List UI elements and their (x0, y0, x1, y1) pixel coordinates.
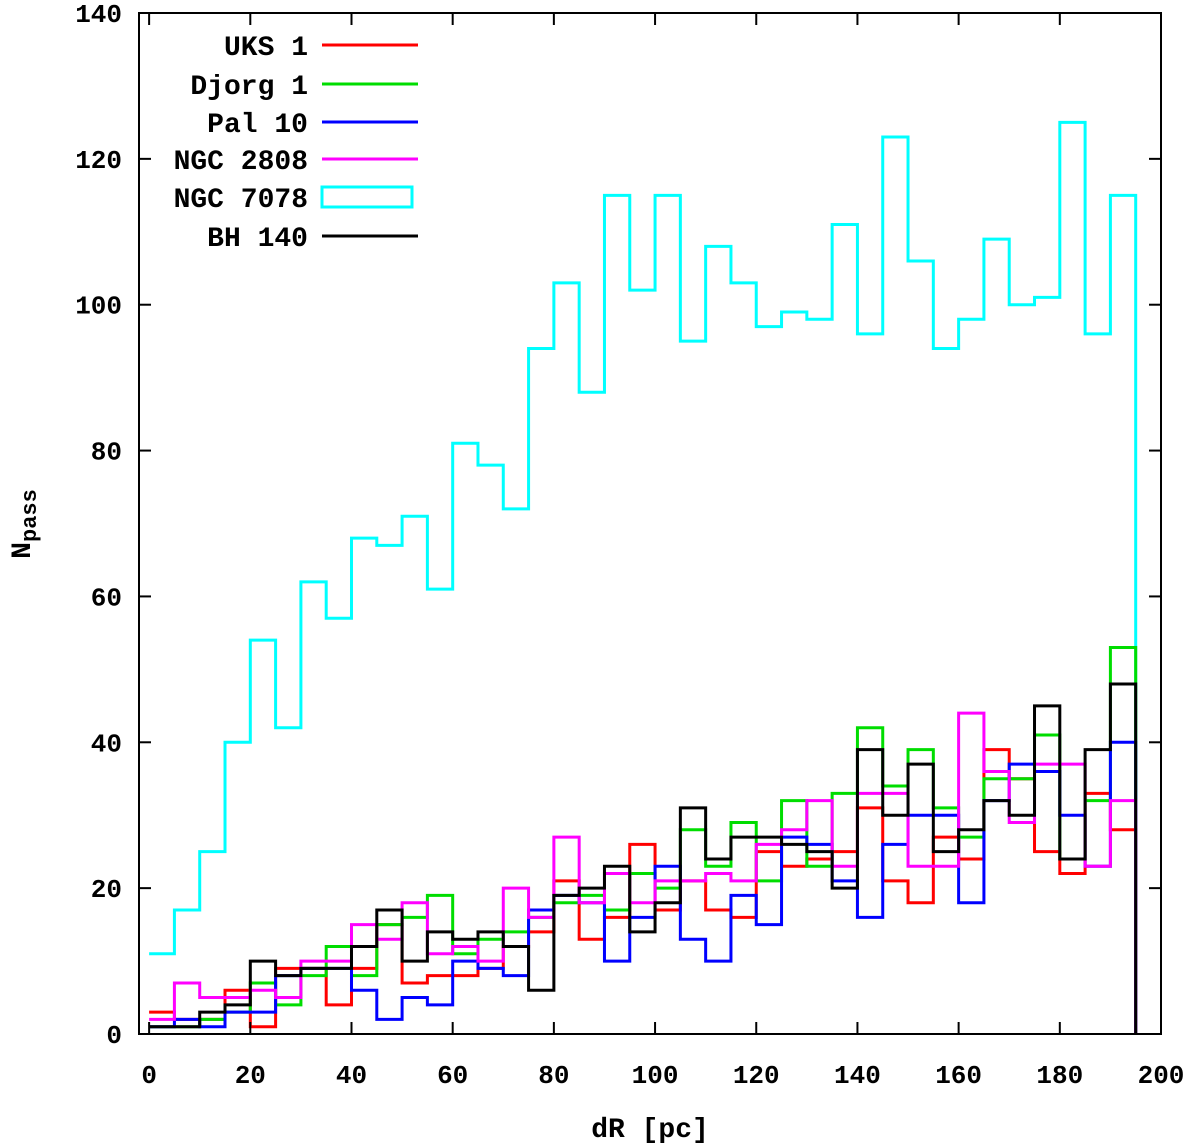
series-layer (149, 120, 1138, 1034)
y-axis-title-main: N (8, 542, 39, 559)
plot-frame (138, 12, 1162, 1035)
x-tick-label-1: 20 (235, 1061, 266, 1091)
y-axis-title: Npass (8, 489, 43, 559)
x-tick-label-5: 100 (632, 1061, 679, 1091)
x-tick-label-7: 140 (834, 1061, 881, 1091)
x-tick-label-9: 180 (1036, 1061, 1083, 1091)
legend-label-bh-140: BH 140 (207, 224, 308, 255)
x-tick-label-6: 120 (733, 1061, 780, 1091)
legend-label-pal-10: Pal 10 (207, 110, 308, 141)
legend-swatch-ngc-7078 (320, 185, 414, 209)
series-line-ngc-7078 (149, 120, 1138, 1034)
legend-label-uks-1: UKS 1 (224, 33, 308, 64)
y-tick-label-6: 120 (75, 146, 122, 176)
y-tick-label-1: 20 (91, 875, 122, 905)
x-tick-label-4: 80 (538, 1061, 569, 1091)
y-tick-label-3: 60 (91, 583, 122, 613)
y-axis-title-subscript: pass (18, 489, 43, 542)
x-tick-label-3: 60 (437, 1061, 468, 1091)
x-tick-label-8: 160 (935, 1061, 982, 1091)
y-tick-label-5: 100 (75, 292, 122, 322)
x-axis-title: dR [pc] (591, 1115, 709, 1146)
y-tick-label-4: 80 (91, 438, 122, 468)
legend-label-ngc-7078: NGC 7078 (174, 185, 308, 216)
y-tick-label-7: 140 (75, 0, 122, 30)
legend-label-djorg-1: Djorg 1 (190, 72, 308, 103)
series-line-uks-1 (149, 748, 1138, 1034)
x-tick-label-2: 40 (336, 1061, 367, 1091)
series-line-pal-10 (149, 740, 1138, 1034)
y-tick-label-0: 0 (106, 1021, 122, 1051)
x-tick-label-10: 200 (1138, 1061, 1185, 1091)
y-tick-label-2: 40 (91, 729, 122, 759)
series-line-bh-140 (149, 682, 1138, 1034)
ticks-layer: 0 20 40 60 80 100 120 140 160 180 200 0 20 40 60 80 100 1… (75, 0, 1184, 1091)
legend-label-ngc-2808: NGC 2808 (174, 147, 308, 178)
legend: UKS 1 Djorg 1 Pal 10 NGC 2808 NGC 7078 BH 140 (174, 33, 418, 255)
x-tick-label-0: 0 (141, 1061, 157, 1091)
